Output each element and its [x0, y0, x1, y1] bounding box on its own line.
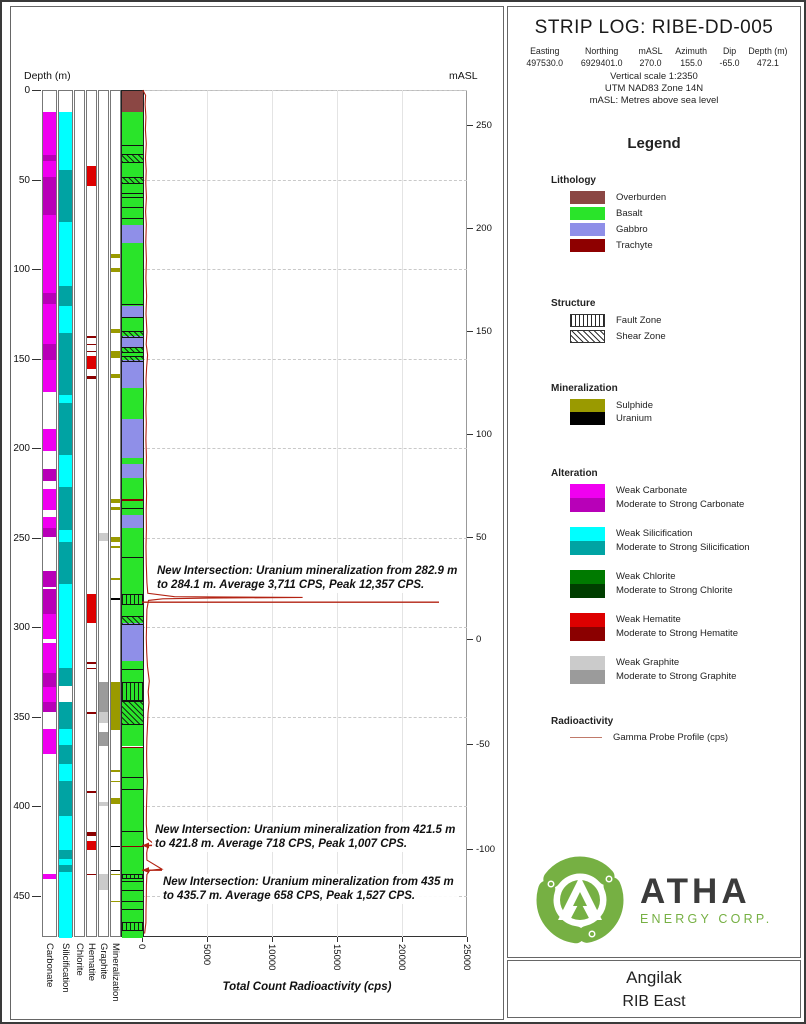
- collar-field-value: -65.0: [719, 58, 740, 68]
- collar-field-value: 472.1: [756, 58, 779, 68]
- legend-sections: Lithology Overburden Basalt Gabbro Trachyte S…: [551, 175, 794, 746]
- legend-swatch: [570, 737, 602, 738]
- legend-item: Overburden: [570, 191, 794, 204]
- page-title: STRIP LOG: RIBE-DD-005: [534, 17, 774, 38]
- legend-dual-swatch: [570, 570, 605, 598]
- legend-item-label: Fault Zone: [616, 315, 662, 326]
- collar-field-value: 270.0: [639, 58, 662, 68]
- legend-dual-swatch: [570, 484, 605, 512]
- legend-panel: STRIP LOG: RIBE-DD-005 Easting Northing mA…: [507, 6, 801, 958]
- collar-field-label: Easting: [530, 46, 560, 56]
- collar-field-label: Northing: [585, 46, 619, 56]
- collar-field-label: Dip: [722, 46, 737, 56]
- legend-section-title: Structure: [551, 298, 596, 309]
- legend-dual-labels: Weak Chlorite Moderate to Strong Chlorite: [616, 571, 733, 596]
- collar-field-value: 155.0: [680, 58, 703, 68]
- survey-notes: Vertical scale 1:2350 UTM NAD83 Zone 14N m…: [508, 71, 800, 107]
- legend-item-label: Shear Zone: [616, 331, 666, 342]
- legend-item-label: Basalt: [616, 208, 643, 219]
- legend-dual-labels: Weak Hematite Moderate to Strong Hematite: [616, 614, 738, 639]
- legend-item-label: Uranium: [616, 413, 652, 424]
- legend-item: Sulphide: [570, 399, 794, 412]
- project-area: RIB East: [622, 993, 686, 1010]
- collar-field-value: 6929401.0: [580, 58, 623, 68]
- legend-section-title: Radioactivity: [551, 716, 614, 727]
- legend-swatch: [570, 223, 605, 236]
- legend-item-label: Sulphide: [616, 400, 653, 411]
- legend-item: Weak Hematite Moderate to Strong Hematite: [570, 613, 794, 641]
- survey-note: UTM NAD83 Zone 14N: [604, 83, 704, 94]
- legend-item: Basalt: [570, 207, 794, 220]
- log-plot-panel: [10, 6, 504, 1020]
- legend-section-radioactivity: Radioactivity Gamma Probe Profile (cps): [551, 716, 794, 743]
- brand-subtitle: ENERGY CORP.: [640, 912, 773, 926]
- collar-info-table: Easting Northing mASL Azimuth Dip Depth (m) 49…: [518, 45, 790, 69]
- legend-item: Weak Chlorite Moderate to Strong Chlorite: [570, 570, 794, 598]
- legend-section-title: Lithology: [551, 175, 596, 186]
- legend-section-mineralization: Mineralization Sulphide Uranium: [551, 383, 794, 425]
- legend-swatch: [570, 399, 605, 412]
- legend-section-title: Mineralization: [551, 383, 618, 394]
- legend-dual-labels: Weak Silicification Moderate to Strong Si…: [616, 528, 750, 553]
- legend-dual-swatch: [570, 613, 605, 641]
- survey-note: mASL: Metres above sea level: [589, 95, 719, 106]
- legend-swatch: [570, 191, 605, 204]
- collar-field-label: mASL: [638, 46, 663, 56]
- legend-item: Uranium: [570, 412, 794, 425]
- legend-item: Weak Carbonate Moderate to Strong Carbona…: [570, 484, 794, 512]
- legend-swatch: [570, 314, 605, 327]
- legend-item: Gamma Probe Profile (cps): [570, 732, 794, 743]
- project-name: Angilak: [626, 968, 682, 987]
- brand-name: ATHA: [640, 872, 751, 911]
- legend-item: Trachyte: [570, 239, 794, 252]
- legend-item: Gabbro: [570, 223, 794, 236]
- legend-dual-swatch: [570, 656, 605, 684]
- collar-field-label: Azimuth: [675, 46, 708, 56]
- legend-section-structure: Structure Fault Zone Shear Zone: [551, 298, 794, 343]
- collar-field-value: 497530.0: [526, 58, 564, 68]
- legend-item: Shear Zone: [570, 330, 794, 343]
- legend-item-label: Overburden: [616, 192, 667, 203]
- atha-logo: ATHA ENERGY CORP.: [534, 852, 772, 948]
- atha-logo-icon: [536, 856, 624, 944]
- collar-field-label: Depth (m): [748, 46, 788, 56]
- legend-swatch: [570, 412, 605, 425]
- legend-item-label: Gabbro: [616, 224, 648, 235]
- legend-item: Weak Silicification Moderate to Strong Si…: [570, 527, 794, 555]
- legend-item: Fault Zone: [570, 314, 794, 327]
- legend-dual-swatch: [570, 527, 605, 555]
- legend-section-title: Alteration: [551, 468, 598, 479]
- legend-dual-labels: Weak Graphite Moderate to Strong Graphite: [616, 657, 737, 682]
- legend-swatch: [570, 207, 605, 220]
- legend-swatch: [570, 330, 605, 343]
- atha-logo-text: ATHA ENERGY CORP.: [640, 872, 773, 927]
- legend-section-lithology: Lithology Overburden Basalt Gabbro Trachyte: [551, 175, 794, 252]
- legend-item-label: Gamma Probe Profile (cps): [613, 732, 729, 743]
- legend-item-label: Trachyte: [616, 240, 653, 251]
- legend-item: Weak Graphite Moderate to Strong Graphite: [570, 656, 794, 684]
- legend-section-alteration: Alteration Weak Carbonate Moderate to Stro…: [551, 468, 794, 684]
- legend-swatch: [570, 239, 605, 252]
- legend-dual-labels: Weak Carbonate Moderate to Strong Carbona…: [616, 485, 745, 510]
- project-footer: Angilak RIB East: [507, 960, 801, 1018]
- survey-note: Vertical scale 1:2350: [610, 71, 698, 82]
- legend-title: Legend: [627, 135, 681, 152]
